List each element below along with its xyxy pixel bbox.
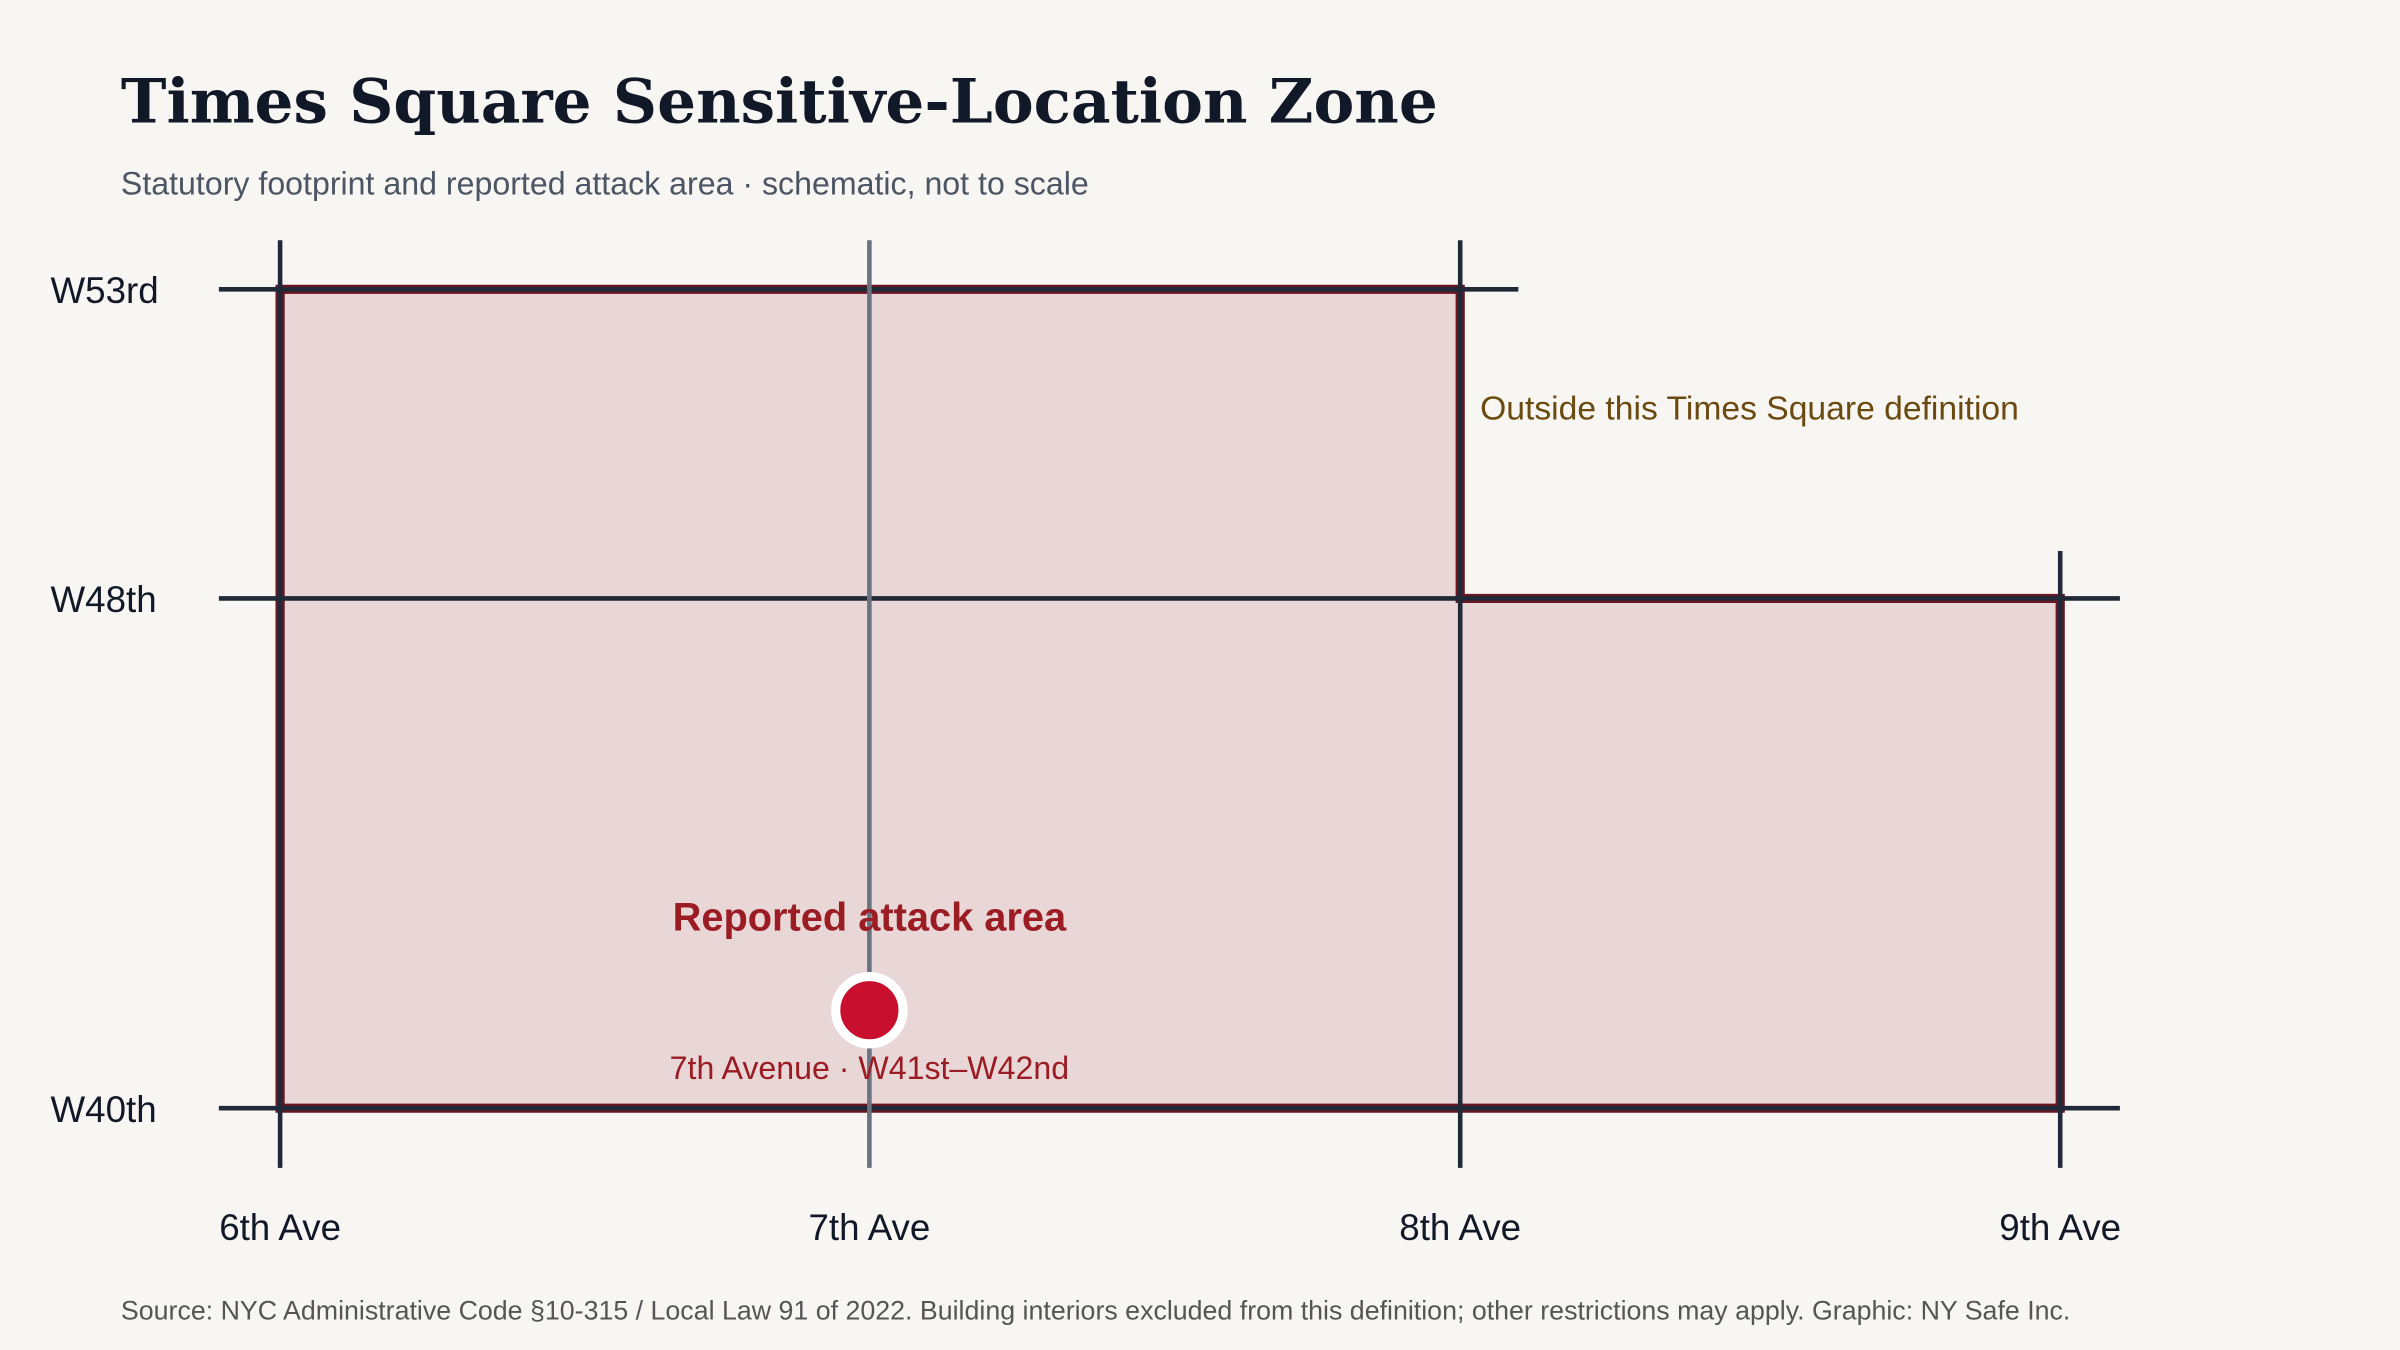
street-label: W48th (51, 579, 157, 620)
avenue-label: 9th Ave (1999, 1207, 2121, 1248)
avenue-label: 8th Ave (1399, 1207, 1521, 1248)
subtitle: Statutory footprint and reported attack … (121, 165, 1089, 201)
street-label: W53rd (51, 270, 159, 311)
avenue-label: 7th Ave (808, 1207, 930, 1248)
attack-marker (831, 971, 908, 1049)
avenue-label: 6th Ave (219, 1207, 341, 1248)
outside-note: Outside this Times Square definition (1480, 390, 2019, 427)
attack-label: Reported attack area (673, 896, 1067, 940)
street-label: W40th (51, 1089, 157, 1130)
title: Times Square Sensitive-Location Zone (121, 66, 1438, 137)
source: Source: NYC Administrative Code §10-315 … (121, 1295, 2070, 1325)
attack-location: 7th Avenue · W41st–W42nd (670, 1050, 1069, 1086)
